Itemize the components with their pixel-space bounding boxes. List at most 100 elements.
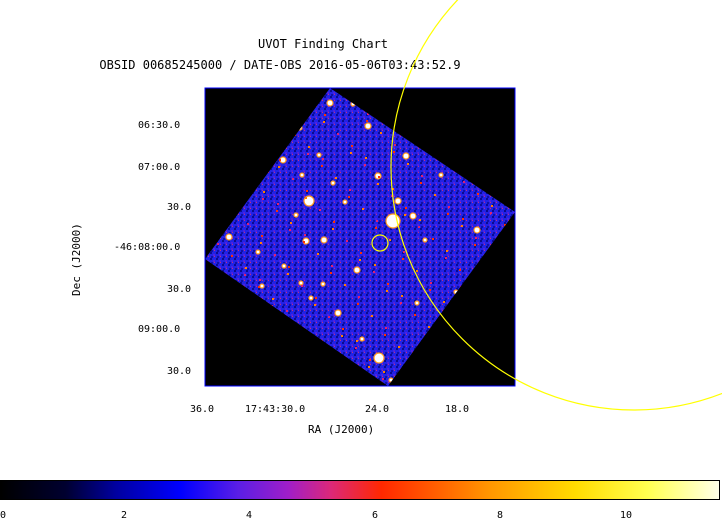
noise-pixel (328, 316, 330, 318)
noise-pixel (262, 198, 264, 200)
noise-pixel (418, 226, 420, 228)
star-source (255, 249, 261, 255)
noise-pixel (378, 176, 380, 178)
noise-pixel (331, 265, 333, 267)
y-tick-label: 30.0 (167, 202, 192, 213)
noise-pixel (375, 227, 377, 229)
star-source (320, 281, 326, 287)
noise-pixel (346, 240, 348, 242)
noise-pixel (258, 286, 260, 288)
noise-pixel (301, 285, 303, 287)
noise-pixel (367, 113, 369, 115)
noise-pixel (416, 270, 418, 272)
noise-pixel (448, 206, 450, 208)
noise-pixel (461, 225, 463, 227)
noise-pixel (429, 289, 431, 291)
star-source (394, 197, 402, 205)
noise-pixel (490, 212, 492, 214)
colorbar-tick-label: 8 (497, 510, 504, 521)
noise-pixel (274, 254, 276, 256)
y-tick-label: 30.0 (167, 366, 192, 377)
noise-pixel (349, 189, 351, 191)
noise-pixel (261, 235, 263, 237)
noise-pixel (474, 244, 476, 246)
noise-pixel (355, 347, 357, 349)
noise-pixel (357, 303, 359, 305)
noise-pixel (358, 296, 360, 298)
star-source (373, 352, 385, 364)
noise-pixel (400, 302, 402, 304)
star-source (330, 180, 336, 186)
target-circle (371, 234, 389, 252)
x-tick-label: 36.0 (190, 404, 215, 415)
star-source (316, 152, 322, 158)
noise-pixel (359, 259, 361, 261)
noise-pixel (389, 239, 391, 241)
noise-pixel (420, 182, 422, 184)
chart-subtitle: OBSID 00685245000 / DATE-OBS 2016-05-06T… (99, 58, 461, 72)
colorbar (0, 480, 720, 500)
chart-title: UVOT Finding Chart (257, 37, 389, 51)
error-circle (390, 0, 722, 411)
star-source (334, 309, 342, 317)
noise-pixel (259, 279, 261, 281)
noise-pixel (244, 274, 246, 276)
noise-pixel (279, 159, 281, 161)
x-tick-label: 17:43:30.0 (245, 404, 306, 415)
star-source (293, 212, 299, 218)
star-source (298, 280, 304, 286)
noise-pixel (341, 335, 343, 337)
noise-pixel (445, 257, 447, 259)
star-source (225, 233, 233, 241)
noise-pixel (290, 222, 292, 224)
noise-pixel (289, 229, 291, 231)
noise-pixel (314, 304, 316, 306)
noise-pixel (342, 328, 344, 330)
noise-pixel (393, 151, 395, 153)
noise-pixel (278, 166, 280, 168)
star-source (364, 122, 372, 130)
star-source (320, 236, 328, 244)
noise-pixel (407, 163, 409, 165)
x-tick-label: 24.0 (365, 404, 390, 415)
colorbar-tick-label: 10 (620, 510, 633, 521)
noise-pixel (432, 238, 434, 240)
noise-pixel (322, 158, 324, 160)
noise-pixel (434, 194, 436, 196)
star-source (259, 283, 265, 289)
noise-pixel (306, 190, 308, 192)
noise-pixel (394, 144, 396, 146)
colorbar-tick-label: 2 (121, 510, 128, 521)
star-source (414, 300, 420, 306)
x-tick-label: 18.0 (445, 404, 470, 415)
noise-pixel (288, 266, 290, 268)
star-source (326, 99, 334, 107)
noise-pixel (405, 207, 407, 209)
noise-pixel (369, 359, 371, 361)
noise-pixel (462, 218, 464, 220)
noise-pixel (231, 255, 233, 257)
noise-pixel (272, 298, 274, 300)
noise-pixel (337, 133, 339, 135)
noise-pixel (348, 196, 350, 198)
colorbar-tick-label: 4 (246, 510, 253, 521)
noise-pixel (428, 326, 430, 328)
noise-pixel (321, 165, 323, 167)
star-source (353, 266, 361, 274)
noise-pixel (477, 193, 479, 195)
noise-pixel (350, 152, 352, 154)
y-tick-label: 06:30.0 (138, 120, 181, 131)
noise-pixel (304, 234, 306, 236)
noise-pixel (402, 258, 404, 260)
noise-pixel (504, 224, 506, 226)
noise-pixel (459, 269, 461, 271)
noise-pixel (443, 301, 445, 303)
noise-pixel (335, 177, 337, 179)
noise-pixel (430, 282, 432, 284)
noise-pixel (332, 228, 334, 230)
noise-pixel (398, 346, 400, 348)
noise-pixel (382, 378, 384, 380)
noise-pixel (376, 220, 378, 222)
noise-pixel (386, 290, 388, 292)
noise-pixel (392, 188, 394, 190)
